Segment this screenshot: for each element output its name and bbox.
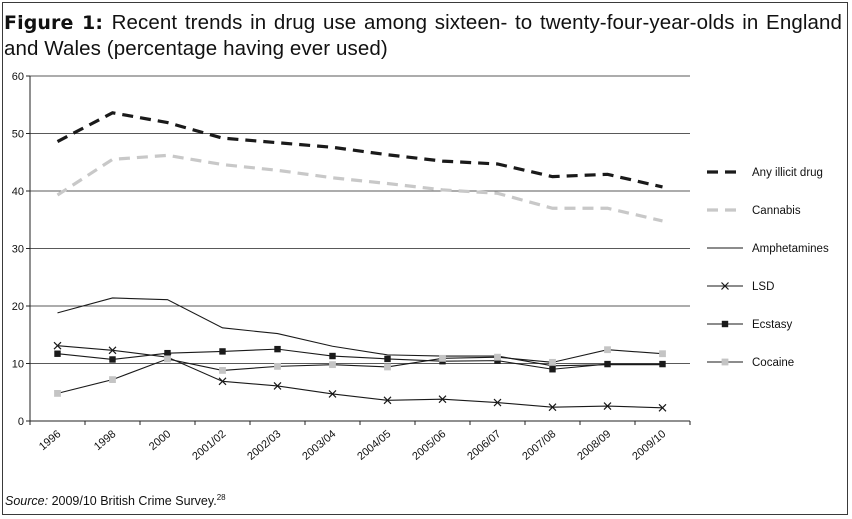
data-point-lsd	[438, 395, 447, 404]
legend-marker-ecstasy	[721, 320, 729, 328]
data-point-ecstasy	[494, 357, 501, 364]
x-tick-label: 1998	[92, 428, 118, 453]
source-text: 2009/10 British Crime Survey.	[51, 494, 217, 509]
series-line-cocaine	[57, 349, 663, 394]
data-point-lsd	[603, 402, 612, 410]
data-point-ecstasy	[329, 352, 336, 360]
data-point-lsd	[548, 403, 557, 412]
data-point-ecstasy	[109, 356, 116, 363]
series-line-cannabis	[56, 153, 663, 223]
figure-title: Figure 1: Recent trends in drug use amon…	[4, 10, 842, 61]
data-point-cocaine	[659, 350, 666, 358]
data-point-cocaine	[219, 367, 226, 374]
data-point-ecstasy	[274, 345, 281, 353]
data-point-lsd	[218, 377, 227, 386]
x-tick-label: 2003/04	[300, 428, 338, 463]
source-ref: 28	[216, 493, 226, 502]
y-tick-label: 10	[12, 359, 24, 371]
x-tick-label: 2001/02	[190, 428, 228, 463]
legend-label-amphetamines: Amphetamines	[752, 243, 829, 255]
figure-label: Figure 1:	[4, 12, 112, 34]
data-point-ecstasy	[54, 350, 61, 357]
y-tick-label: 50	[12, 129, 24, 141]
x-tick-label: 1996	[37, 428, 63, 453]
source-label: Source:	[5, 494, 52, 509]
data-point-lsd	[383, 396, 392, 405]
y-tick-label: 60	[12, 71, 24, 83]
data-point-lsd	[493, 398, 502, 407]
x-tick-label: 2002/03	[245, 428, 283, 463]
legend-label-cocaine: Cocaine	[752, 357, 794, 369]
data-point-lsd	[328, 390, 337, 398]
data-point-cocaine	[604, 346, 611, 354]
series-line-amphetamines	[57, 297, 663, 367]
source-note: Source: 2009/10 British Crime Survey.28	[5, 493, 226, 508]
data-point-cocaine	[164, 355, 171, 363]
x-tick-label: 2004/05	[355, 428, 393, 463]
figure-caption: Recent trends in drug use among sixteen-…	[4, 11, 842, 60]
x-tick-label: 2005/06	[410, 428, 448, 463]
data-point-cocaine	[54, 390, 61, 397]
y-tick-label: 30	[12, 244, 24, 256]
legend-marker-cocaine	[721, 358, 729, 366]
series-line-any-illicit-drug	[56, 111, 663, 189]
data-point-cocaine	[494, 353, 501, 361]
x-tick-label: 2009/10	[630, 428, 668, 463]
series-line-ecstasy	[57, 348, 663, 370]
data-point-ecstasy	[604, 360, 611, 368]
data-point-cocaine	[274, 362, 281, 370]
data-point-ecstasy	[219, 348, 226, 355]
data-point-cocaine	[329, 361, 336, 369]
series-line-lsd	[57, 345, 663, 409]
data-point-cocaine	[439, 354, 446, 362]
x-tick-label: 2007/08	[520, 428, 558, 463]
data-point-ecstasy	[164, 349, 171, 357]
data-point-cocaine	[384, 363, 391, 371]
data-point-cocaine	[549, 358, 556, 366]
y-tick-label: 0	[18, 416, 24, 428]
data-point-ecstasy	[384, 355, 391, 363]
x-tick-label: 2006/07	[465, 428, 503, 463]
data-point-ecstasy	[549, 366, 556, 373]
x-tick-label: 2008/09	[575, 428, 613, 463]
data-point-lsd	[108, 346, 117, 355]
legend-label-lsd: LSD	[752, 281, 774, 293]
legend-marker-lsd	[721, 282, 729, 290]
data-point-ecstasy	[659, 360, 666, 368]
data-point-lsd	[273, 382, 282, 390]
legend-label-cannabis: Cannabis	[752, 205, 801, 217]
x-tick-label: 2000	[147, 428, 173, 453]
data-point-cocaine	[109, 376, 116, 383]
y-tick-label: 20	[12, 301, 24, 313]
legend-label-ecstasy: Ecstasy	[752, 319, 793, 331]
y-tick-label: 40	[12, 186, 24, 198]
legend-label-any-illicit-drug: Any illicit drug	[752, 167, 823, 179]
data-point-lsd	[53, 341, 62, 350]
data-point-lsd	[658, 403, 667, 412]
